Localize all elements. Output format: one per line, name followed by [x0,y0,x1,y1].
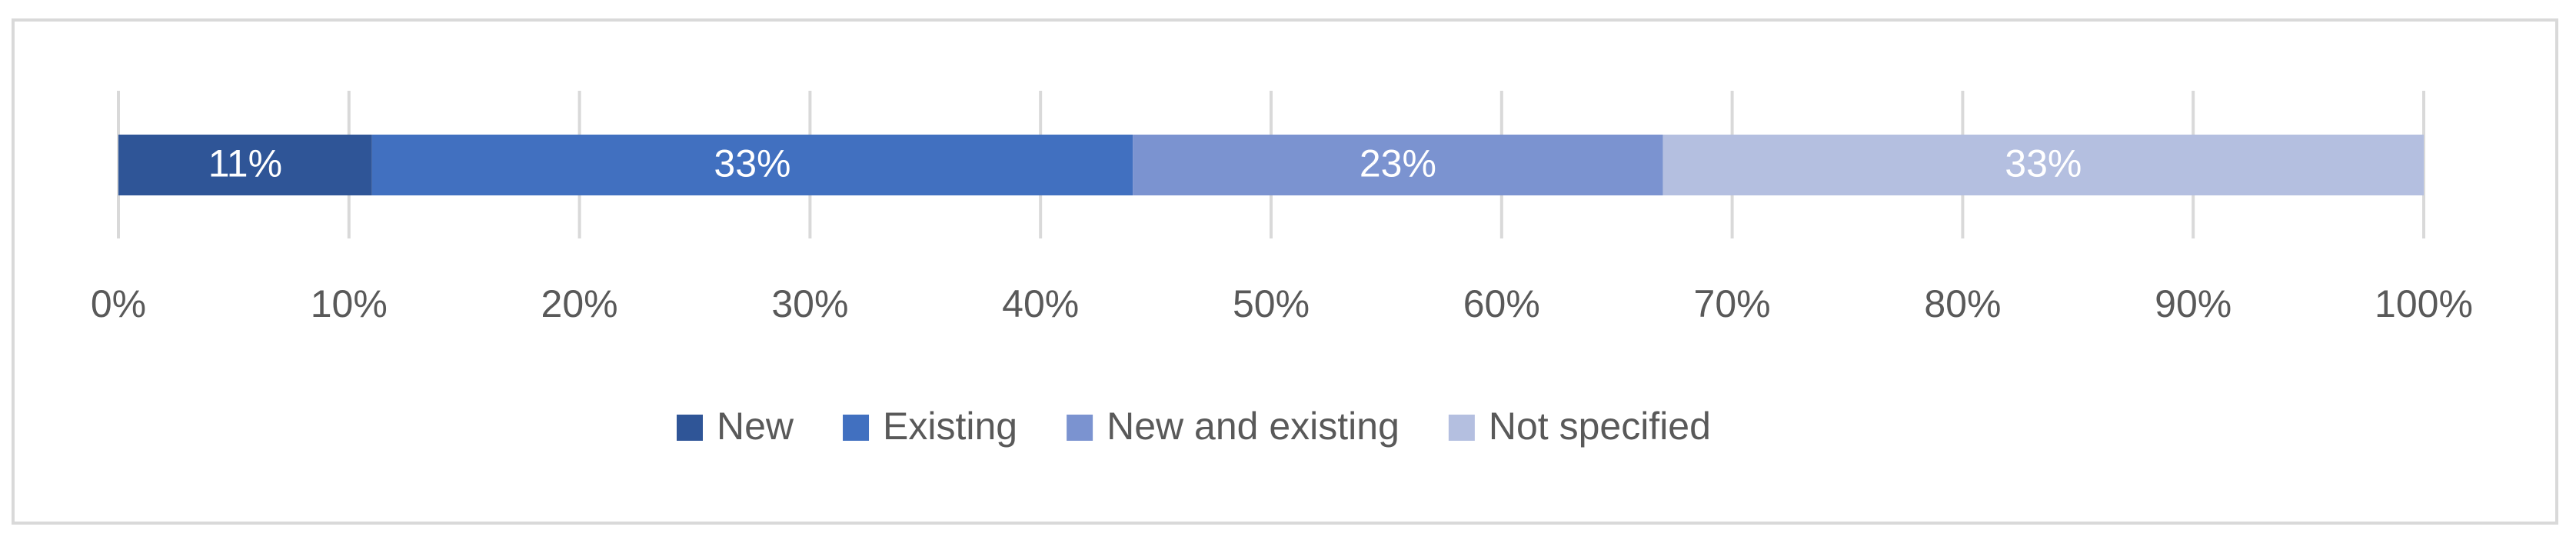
chart-border [12,18,2558,525]
bar-segment [1662,135,2424,195]
x-tick-label: 70% [1694,282,1771,325]
data-label: 11% [208,142,282,185]
data-label: 33% [2005,142,2082,185]
bar-segment [371,135,1133,195]
x-tick-label: 20% [541,282,618,325]
legend-marker [1448,415,1475,441]
data-label: 23% [1360,142,1436,185]
legend-marker [843,415,870,441]
bar-segment [118,135,372,195]
x-tick-label: 30% [771,282,848,325]
x-tick-label: 50% [1233,282,1310,325]
legend-label: Existing [883,405,1017,448]
legend-label: Not specified [1489,405,1711,448]
legend-label: New and existing [1107,405,1399,448]
x-tick-label: 60% [1463,282,1540,325]
x-tick-label: 90% [2155,282,2232,325]
x-tick-label: 80% [1924,282,2001,325]
data-label: 33% [714,142,790,185]
bar-segment [1133,135,1663,195]
legend-marker [1067,415,1093,441]
legend-label: New [717,405,794,448]
legend-marker [677,415,703,441]
x-tick-label: 10% [311,282,388,325]
x-tick-label: 100% [2375,282,2473,325]
x-tick-label: 0% [91,282,146,325]
x-tick-label: 40% [1002,282,1079,325]
